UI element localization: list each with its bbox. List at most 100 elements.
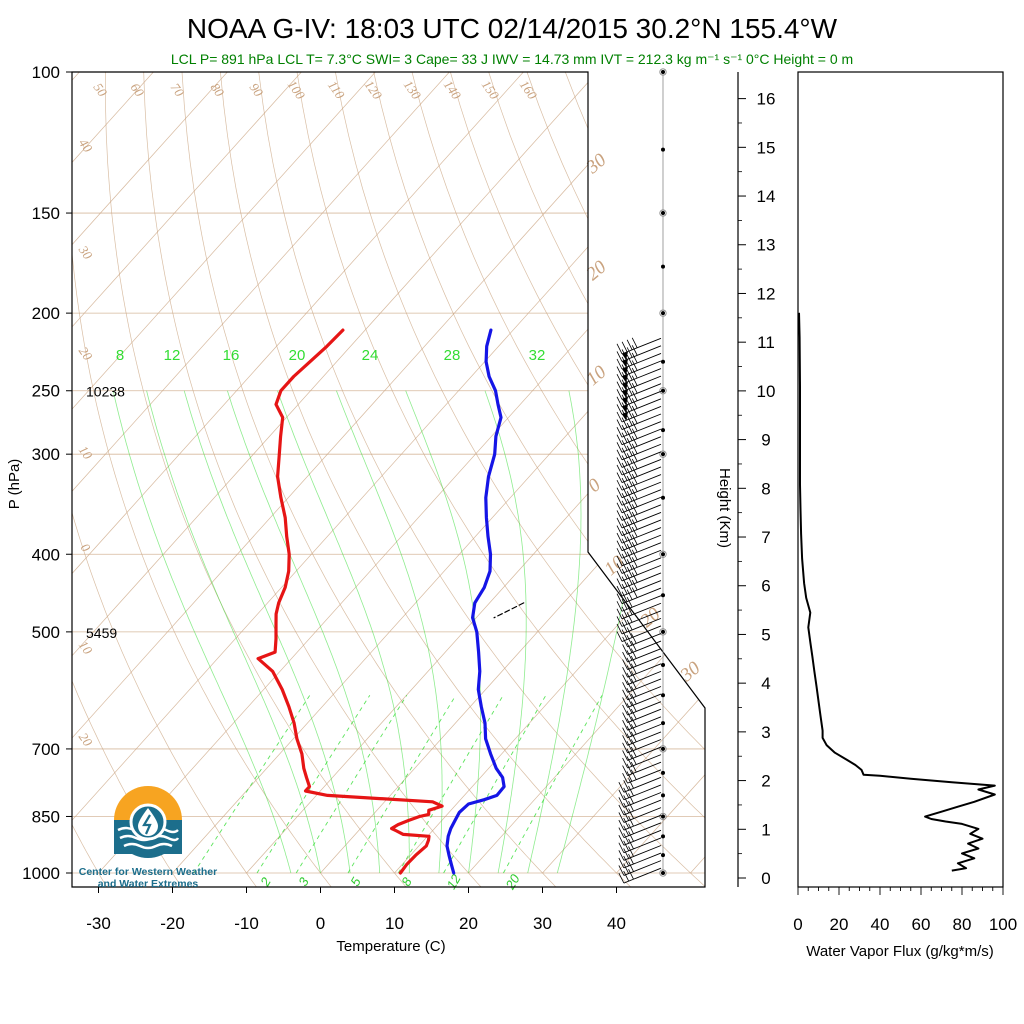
wind-barb xyxy=(621,451,662,468)
wind-barb-feather xyxy=(623,795,630,806)
wind-barb-feather xyxy=(616,532,623,544)
wind-barb xyxy=(621,602,662,620)
wind-barb-feather xyxy=(616,616,623,627)
height-tick-label: 13 xyxy=(757,236,776,255)
wind-barb xyxy=(621,458,662,476)
dry-adiabat-label: 150 xyxy=(479,77,503,102)
wind-barb-feather xyxy=(631,398,638,409)
wind-barb-feather xyxy=(626,612,633,623)
wind-barb-feather xyxy=(628,785,634,797)
wind-barb-feather xyxy=(618,819,625,831)
wind-barb-feather xyxy=(621,424,628,436)
dry-adiabat-label: 110 xyxy=(325,78,348,102)
wind-barb xyxy=(621,557,662,574)
cw3e-logo-icon xyxy=(114,786,182,858)
wind-barb-feather xyxy=(618,789,625,800)
wind-level-dot xyxy=(661,311,665,316)
wind-level-dot xyxy=(661,721,665,726)
height-axis-label: Height (Km) xyxy=(716,468,733,548)
flux-tick-label: 20 xyxy=(830,915,849,934)
wind-barb-feather xyxy=(626,672,633,684)
wind-barb xyxy=(621,405,662,423)
wind-barb-feather xyxy=(626,574,633,585)
wind-barb xyxy=(621,527,662,544)
wind-barb-feather xyxy=(616,442,623,453)
isotherm xyxy=(72,72,228,874)
temperature-profile xyxy=(445,328,506,875)
isotherm-edge-label: 30 xyxy=(75,242,96,262)
wind-level-dot xyxy=(661,793,665,798)
wind-barb-feather xyxy=(618,804,625,816)
wind-barb-feather xyxy=(626,354,633,366)
wind-barb-feather xyxy=(630,633,637,644)
wind-barb xyxy=(621,587,662,605)
wind-barb-feather xyxy=(626,551,633,562)
isotherm xyxy=(468,72,705,874)
wind-barb-feather xyxy=(621,606,628,617)
dry-adiabat xyxy=(105,72,409,887)
wind-barb-feather xyxy=(631,375,638,386)
isotherm xyxy=(616,72,705,874)
dry-adiabat-label: 50 xyxy=(91,80,111,100)
dry-adiabat xyxy=(72,72,184,887)
wind-level-dot xyxy=(661,552,665,557)
wind-barb xyxy=(621,360,662,377)
wind-barb-feather xyxy=(616,623,623,635)
wind-barb-feather xyxy=(622,697,628,708)
wind-barb-feather xyxy=(623,855,630,867)
wind-level-dot xyxy=(661,211,665,216)
wind-barb-feather xyxy=(626,460,633,472)
height-tick-label: 9 xyxy=(761,431,770,450)
wind-barb-feather xyxy=(621,485,628,496)
wind-barb-feather xyxy=(630,663,637,674)
pressure-axis-label: P (hPa) xyxy=(6,459,23,510)
isotherm xyxy=(72,72,302,874)
wind-barb-feather xyxy=(628,808,634,819)
wind-barb xyxy=(621,337,662,355)
wind-barb xyxy=(627,769,662,784)
wind-barb-feather xyxy=(616,389,623,400)
wind-barb-feather xyxy=(616,525,623,536)
isotherm xyxy=(72,72,154,874)
wind-barb-feather xyxy=(621,576,628,587)
moist-adiabat xyxy=(183,390,351,874)
wind-barb-feather xyxy=(616,510,623,521)
wind-barb-feather xyxy=(630,671,637,682)
wind-barb-feather xyxy=(626,559,633,570)
wind-barb-feather xyxy=(623,848,630,859)
dry-adiabat-label: 140 xyxy=(441,77,465,102)
wind-barb xyxy=(621,398,662,415)
wind-level-dot xyxy=(661,629,665,634)
wind-barb-feather xyxy=(621,553,628,564)
wind-barb-feather xyxy=(631,511,638,523)
moist-adiabat xyxy=(336,390,443,874)
wind-barb xyxy=(621,496,662,514)
flux-tick-label: 100 xyxy=(989,915,1017,934)
wind-barb-feather xyxy=(631,367,638,379)
chart-title: NOAA G-IV: 18:03 UTC 02/14/2015 30.2°N 1… xyxy=(187,13,838,44)
wind-barb-feather xyxy=(616,464,623,476)
dry-adiabat-label: 130 xyxy=(401,77,425,102)
isotherm-right-label: 30 xyxy=(582,149,611,178)
mixing-ratio-label: 8 xyxy=(116,347,124,364)
skewt-frame xyxy=(71,71,706,888)
wind-barb-feather xyxy=(628,838,634,850)
wind-barb-feather xyxy=(622,682,628,693)
wind-barb-feather xyxy=(621,432,628,443)
wind-barb xyxy=(621,443,662,461)
wind-barb-feather xyxy=(622,689,628,701)
wind-barb xyxy=(621,542,662,559)
wind-barb-feather xyxy=(616,381,623,392)
isotherm xyxy=(72,72,524,874)
cw3e-logo: Center for Western Weather and Water Ext… xyxy=(70,784,226,894)
wind-barb-feather xyxy=(631,481,638,492)
wind-barb-feather xyxy=(626,680,633,691)
wind-barb-feather xyxy=(622,651,628,663)
wind-barb-feather xyxy=(623,870,630,882)
wind-barb-feather xyxy=(621,455,628,466)
wind-barb-feather xyxy=(622,636,628,648)
isotherm xyxy=(72,72,672,874)
wind-barb xyxy=(621,481,662,499)
wind-barb-feather xyxy=(622,765,628,776)
